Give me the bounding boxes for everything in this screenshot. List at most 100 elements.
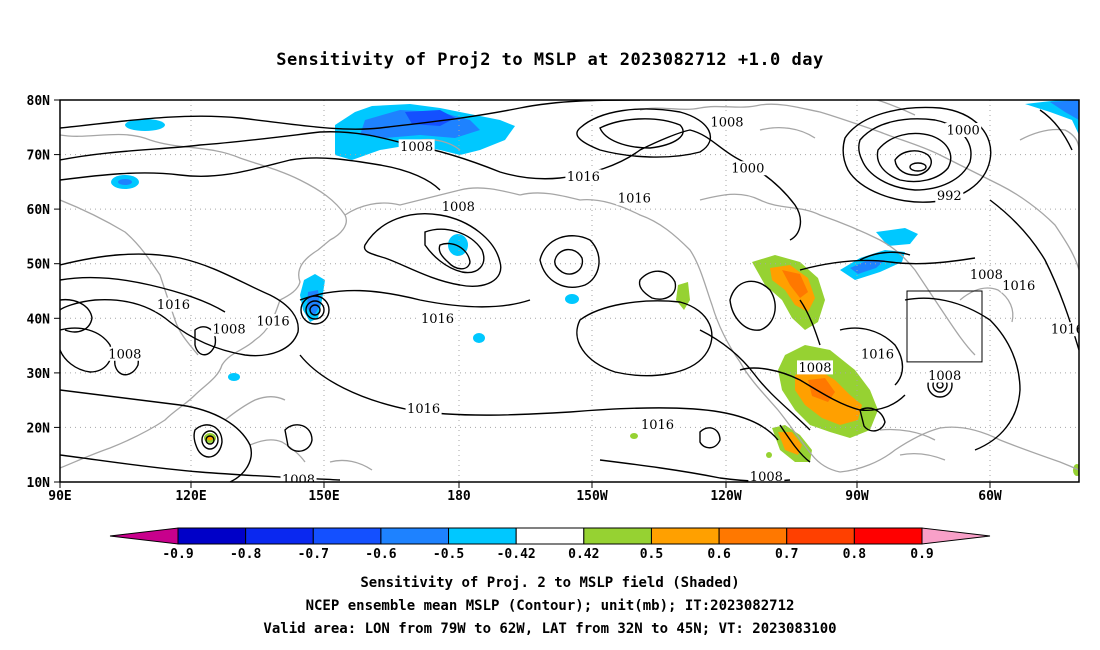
lat-tick-label: 30N bbox=[27, 367, 51, 382]
lat-tick-label: 50N bbox=[27, 258, 51, 273]
lat-axis: 80N 70N 60N 50N 40N 30N 20N 10N bbox=[27, 94, 60, 491]
contour-label-background bbox=[565, 169, 602, 184]
colorbar-low-arrow bbox=[109, 527, 179, 545]
contour-label: 992 bbox=[937, 189, 962, 204]
contour-label: 1016 bbox=[567, 170, 600, 185]
lat-tick-label: 70N bbox=[27, 149, 51, 164]
colorbar-swatch bbox=[583, 527, 652, 545]
caption-line-3: Valid area: LON from 79W to 62W, LAT fro… bbox=[263, 621, 837, 637]
contour-label: 1016 bbox=[421, 312, 454, 327]
contour-label-background bbox=[440, 199, 477, 214]
contour-label-background bbox=[1000, 278, 1037, 293]
lon-tick-label: 90W bbox=[845, 489, 869, 504]
contour-label: 1016 bbox=[407, 402, 440, 417]
contour-label: 1008 bbox=[928, 369, 961, 384]
contour-label: 1008 bbox=[442, 200, 475, 215]
lat-tick-label: 20N bbox=[27, 421, 51, 436]
contour-label-background bbox=[211, 322, 248, 337]
contour-label-background bbox=[729, 161, 766, 176]
lat-tick-label: 60N bbox=[27, 203, 51, 218]
contour-label: 1016 bbox=[1051, 323, 1084, 338]
colorbar-swatch bbox=[448, 527, 517, 545]
lon-axis: 90E 120E 150E 180 150W 120W 90W 60W bbox=[48, 482, 1002, 504]
colorbar-tick-label: -0.8 bbox=[230, 547, 261, 562]
contour-label: 1008 bbox=[970, 268, 1003, 283]
graticule bbox=[60, 100, 1079, 482]
coastlines bbox=[60, 100, 1079, 473]
colorbar-tick-label: 0.5 bbox=[640, 547, 663, 562]
contour-label: 1016 bbox=[1002, 279, 1035, 294]
colorbar-tick-label: 0.7 bbox=[775, 547, 798, 562]
mslp-contours bbox=[60, 100, 1079, 482]
contour-label: 1016 bbox=[257, 315, 290, 330]
contour-label-background bbox=[405, 401, 442, 416]
lon-tick-label: 180 bbox=[447, 489, 471, 504]
lon-tick-label: 90E bbox=[48, 489, 71, 504]
contour-label-background bbox=[419, 311, 456, 326]
colorbar-swatch bbox=[245, 527, 314, 545]
contour-label-background bbox=[859, 346, 896, 361]
contour-label: 1016 bbox=[861, 347, 894, 362]
contour-label-background bbox=[1049, 322, 1079, 337]
contour-label: 1008 bbox=[213, 323, 246, 338]
colorbar-tick-label: 0.42 bbox=[568, 547, 599, 562]
contour-label: 1008 bbox=[750, 470, 783, 485]
colorbar: -0.9 -0.8 -0.7 -0.6 -0.5 -0.42 0.42 0.5 0.6 0.7 0.… bbox=[109, 527, 991, 562]
colorbar-high-arrow bbox=[921, 527, 991, 545]
contour-label-background bbox=[616, 191, 653, 206]
map-title: Sensitivity of Proj2 to MSLP at 20230827… bbox=[276, 50, 824, 70]
contour-label-background bbox=[968, 267, 1005, 282]
colorbar-swatch bbox=[718, 527, 788, 545]
contour-label: 1016 bbox=[641, 418, 674, 433]
contour-label-background bbox=[708, 114, 745, 129]
contour-label-background bbox=[398, 139, 435, 154]
colorbar-swatch bbox=[380, 527, 450, 545]
colorbar-tick-label: 0.6 bbox=[707, 547, 731, 562]
contour-label: 1016 bbox=[157, 298, 190, 313]
lat-tick-label: 80N bbox=[27, 94, 51, 109]
caption-line-1: Sensitivity of Proj. 2 to MSLP field (Sh… bbox=[360, 575, 740, 591]
lon-tick-label: 150E bbox=[308, 489, 339, 504]
contour-label: 1008 bbox=[710, 115, 743, 130]
contour-label: 1008 bbox=[282, 473, 315, 488]
caption-line-2: NCEP ensemble mean MSLP (Contour); unit(… bbox=[305, 598, 795, 614]
lat-tick-label: 10N bbox=[27, 476, 51, 491]
colorbar-tick-label: 0.9 bbox=[910, 547, 933, 562]
lon-tick-label: 150W bbox=[576, 489, 607, 504]
contour-label-background bbox=[280, 472, 317, 482]
lon-tick-label: 120E bbox=[175, 489, 206, 504]
colorbar-tick-label: 0.8 bbox=[843, 547, 867, 562]
contour-label-background bbox=[945, 123, 982, 138]
contour-label: 1008 bbox=[400, 140, 433, 155]
contour-label: 1000 bbox=[731, 162, 764, 177]
colorbar-tick-label: -0.9 bbox=[162, 547, 193, 562]
contour-label-background bbox=[155, 297, 192, 312]
contour-label-background bbox=[926, 368, 963, 383]
map-frame bbox=[59, 99, 1080, 483]
contour-label: 1008 bbox=[798, 361, 831, 376]
contour-label-background bbox=[106, 346, 143, 361]
contour-label-background bbox=[255, 314, 292, 329]
contour-label-background bbox=[796, 360, 833, 375]
negative-sensitivity-shading bbox=[111, 100, 1079, 381]
colorbar-tick-label: -0.7 bbox=[298, 547, 329, 562]
contour-label-background bbox=[935, 188, 964, 203]
valid-area-box bbox=[906, 290, 983, 363]
colorbar-tick-label: -0.6 bbox=[365, 547, 396, 562]
lon-tick-label: 60W bbox=[978, 489, 1002, 504]
colorbar-swatch bbox=[177, 527, 247, 545]
lat-tick-label: 40N bbox=[27, 312, 51, 327]
contour-label-background bbox=[748, 469, 785, 482]
colorbar-swatch bbox=[786, 527, 855, 545]
contour-label: 1008 bbox=[108, 347, 141, 362]
contour-label-background bbox=[639, 417, 676, 432]
colorbar-swatch bbox=[515, 527, 585, 545]
colorbar-tick-label: -0.5 bbox=[433, 547, 464, 562]
colorbar-swatch bbox=[650, 527, 720, 545]
contour-labels: 1008100810001000992101610161008100810161… bbox=[106, 114, 1084, 488]
contour-label: 1000 bbox=[947, 124, 980, 139]
contour-label: 1016 bbox=[618, 192, 651, 207]
lon-tick-label: 120W bbox=[710, 489, 741, 504]
colorbar-swatch bbox=[312, 527, 382, 545]
